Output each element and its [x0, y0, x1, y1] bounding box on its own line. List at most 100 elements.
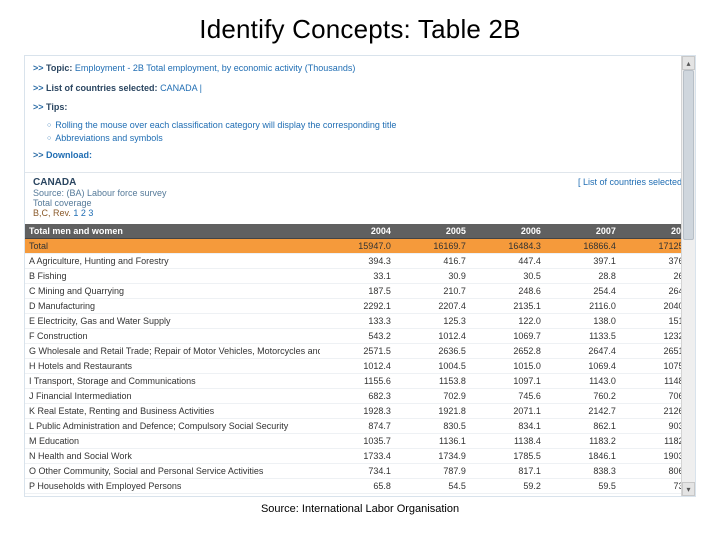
data-cell: 1069.4 [545, 359, 620, 374]
topic-row: >> Topic: Employment - 2B Total employme… [33, 62, 687, 76]
data-cell: 3.0 [545, 494, 620, 497]
row-label: N Health and Social Work [25, 449, 320, 464]
chevron-icon: >> [33, 102, 44, 112]
row-label: I Transport, Storage and Communications [25, 374, 320, 389]
row-label: J Financial Intermediation [25, 389, 320, 404]
data-cell: 1035.7 [320, 434, 395, 449]
table-row: O Other Community, Social and Personal S… [25, 464, 695, 479]
countries-row: >> List of countries selected: CANADA | [33, 82, 687, 96]
data-cell: 1153.8 [395, 374, 470, 389]
row-label: K Real Estate, Renting and Business Acti… [25, 404, 320, 419]
slide-title: Identify Concepts: Table 2B [0, 0, 720, 55]
country-source: Source: (BA) Labour force survey [33, 188, 167, 198]
nav-pages[interactable]: 1 2 3 [73, 208, 93, 218]
row-label: P Households with Employed Persons [25, 479, 320, 494]
row-label: M Education [25, 434, 320, 449]
year-col: 2006 [470, 224, 545, 239]
data-cell: 1183.2 [545, 434, 620, 449]
chevron-icon: >> [33, 150, 44, 160]
year-col: 2007 [545, 224, 620, 239]
table-row: K Real Estate, Renting and Business Acti… [25, 404, 695, 419]
data-cell: 416.7 [395, 254, 470, 269]
table-row: A Agriculture, Hunting and Forestry394.3… [25, 254, 695, 269]
data-cell: 248.6 [470, 284, 545, 299]
data-cell: 1136.1 [395, 434, 470, 449]
topic-value[interactable]: Employment - 2B Total employment, by eco… [75, 63, 355, 73]
data-cell: 834.1 [470, 419, 545, 434]
data-cell: 28.8 [545, 269, 620, 284]
data-cell: 254.4 [545, 284, 620, 299]
year-col: 2004 [320, 224, 395, 239]
scroll-thumb[interactable] [683, 70, 694, 240]
data-cell: 702.9 [395, 389, 470, 404]
data-cell: 1012.4 [395, 329, 470, 344]
slide: Identify Concepts: Table 2B >> Topic: Em… [0, 0, 720, 540]
data-cell: 138.0 [545, 314, 620, 329]
data-cell: 2207.4 [395, 299, 470, 314]
data-cell: 2142.7 [545, 404, 620, 419]
download-label[interactable]: Download: [46, 150, 92, 160]
data-cell: 2636.5 [395, 344, 470, 359]
data-cell: 1069.7 [470, 329, 545, 344]
table-row: N Health and Social Work1733.41734.91785… [25, 449, 695, 464]
table-row: C Mining and Quarrying187.5210.7248.6254… [25, 284, 695, 299]
data-cell: 30.9 [395, 269, 470, 284]
data-cell: 210.7 [395, 284, 470, 299]
data-cell: 543.2 [320, 329, 395, 344]
table-row: M Education1035.71136.11138.41183.21182.… [25, 434, 695, 449]
vertical-scrollbar[interactable]: ▴ ▾ [681, 56, 695, 496]
data-cell: 59.2 [470, 479, 545, 494]
row-label: A Agriculture, Hunting and Forestry [25, 254, 320, 269]
topic-label: Topic: [46, 63, 72, 73]
scroll-down-icon[interactable]: ▾ [682, 482, 695, 496]
list-countries-link[interactable]: [ List of countries selected ] [578, 177, 687, 187]
data-cell: 874.7 [320, 419, 395, 434]
data-cell: 3.0 [320, 494, 395, 497]
scroll-up-icon[interactable]: ▴ [682, 56, 695, 70]
tips-label: Tips: [46, 102, 67, 112]
row-label: D Manufacturing [25, 299, 320, 314]
tip-item[interactable]: Rolling the mouse over each classificati… [33, 119, 687, 132]
pipe: | [200, 83, 202, 93]
table-head-1: Total men and women 2004 2005 2006 2007 … [25, 224, 695, 239]
countries-value[interactable]: CANADA [160, 83, 197, 93]
total-row: Total15947.016169.716484.316866.417125.8 [25, 239, 695, 254]
tip-item[interactable]: Abbreviations and symbols [33, 132, 687, 145]
table-row: J Financial Intermediation682.3702.9745.… [25, 389, 695, 404]
table-body-1: Total15947.016169.716484.316866.417125.8… [25, 239, 695, 497]
data-cell: 394.3 [320, 254, 395, 269]
table-row: G Wholesale and Retail Trade; Repair of … [25, 344, 695, 359]
data-cell: 2292.1 [320, 299, 395, 314]
table-row: D Manufacturing2292.12207.42135.12116.02… [25, 299, 695, 314]
chevron-icon: >> [33, 63, 44, 73]
data-cell: 33.1 [320, 269, 395, 284]
data-cell: 122.0 [470, 314, 545, 329]
data-cell: 1012.4 [320, 359, 395, 374]
row-label: Q Extra-Territorial Organizations and Bo… [25, 494, 320, 497]
data-cell: 2652.8 [470, 344, 545, 359]
data-cell: 2571.5 [320, 344, 395, 359]
year-col: 2005 [395, 224, 470, 239]
data-cell: 397.1 [545, 254, 620, 269]
data-cell: 54.5 [395, 479, 470, 494]
row-label: B Fishing [25, 269, 320, 284]
data-cell: 133.3 [320, 314, 395, 329]
table-row: B Fishing33.130.930.528.826.1 [25, 269, 695, 284]
data-cell: 1015.0 [470, 359, 545, 374]
data-cell: 830.5 [395, 419, 470, 434]
countries-label: List of countries selected: [46, 83, 158, 93]
data-cell: 1143.0 [545, 374, 620, 389]
data-cell: 682.3 [320, 389, 395, 404]
data-cell: 1133.5 [545, 329, 620, 344]
data-cell: 734.1 [320, 464, 395, 479]
nav-label: B,C, Rev. [33, 208, 71, 218]
scroll-track[interactable] [682, 70, 695, 482]
data-cell: 862.1 [545, 419, 620, 434]
data-cell: 1004.5 [395, 359, 470, 374]
data-cell: 3.0 [395, 494, 470, 497]
source-note: Source: International Labor Organisation [0, 503, 720, 515]
row-label: E Electricity, Gas and Water Supply [25, 314, 320, 329]
country-coverage: Total coverage [33, 198, 167, 208]
table-row: Q Extra-Territorial Organizations and Bo… [25, 494, 695, 497]
data-cell: 1733.4 [320, 449, 395, 464]
